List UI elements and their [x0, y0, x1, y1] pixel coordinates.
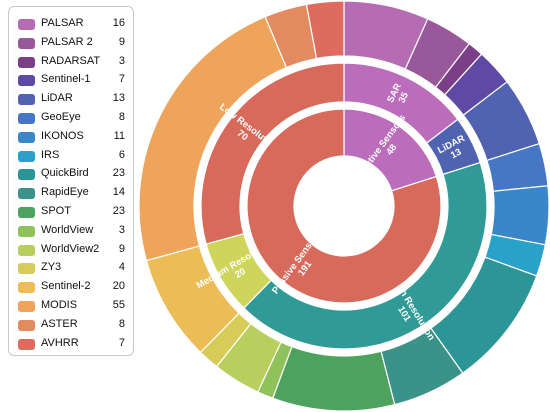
legend-swatch [18, 282, 35, 294]
legend-label: ZY3 [41, 261, 62, 274]
legend-item: GeoEye 8 [9, 109, 133, 129]
legend-item: LiDAR 13 [9, 90, 133, 110]
legend-item: ASTER 8 [9, 316, 133, 336]
legend-label: AVHRR [41, 336, 79, 349]
legend-value: 4 [118, 261, 125, 274]
legend-value: 8 [118, 111, 125, 123]
legend-swatch [18, 56, 35, 68]
legend-swatch [18, 113, 35, 124]
legend-label: QuickBird [41, 167, 89, 180]
legend-value: 23 [112, 167, 125, 180]
legend-swatch [18, 338, 35, 350]
legend-item: WorldView 3 [9, 222, 133, 242]
legend-swatch [18, 225, 35, 237]
legend-label: RapidEye [41, 186, 89, 199]
legend-label: LiDAR [41, 92, 73, 105]
legend-swatch [18, 131, 35, 143]
legend-swatch [18, 75, 35, 87]
legend-item: IRS 6 [9, 147, 133, 167]
legend-swatch [18, 319, 35, 331]
legend-item: MODIS 55 [9, 297, 133, 317]
legend-value: 11 [113, 129, 125, 142]
legend-label: PALSAR 2 [41, 35, 93, 48]
legend-item: PALSAR 2 9 [9, 34, 133, 54]
legend-item: RADARSAT 3 [9, 53, 133, 73]
legend-item: PALSAR 16 [9, 15, 133, 35]
legend-label: RADARSAT [41, 54, 101, 67]
legend-swatch [18, 188, 35, 200]
legend-value: 6 [118, 148, 125, 161]
legend-value: 20 [112, 280, 125, 293]
legend-label: WorldView2 [41, 242, 100, 255]
legend: PALSAR 16 PALSAR 2 9 RADARSAT 3 Sentinel-1 7 LiD… [8, 6, 134, 356]
legend-swatch [18, 301, 35, 312]
legend-value: 8 [118, 317, 125, 330]
legend-label: PALSAR [41, 17, 84, 29]
legend-label: ASTER [41, 317, 78, 330]
legend-item: QuickBird 23 [9, 165, 133, 185]
legend-label: IRS [41, 148, 60, 161]
legend-swatch [18, 94, 35, 106]
legend-item: Sentinel-2 20 [9, 278, 133, 298]
legend-value: 7 [118, 336, 125, 349]
legend-value: 16 [112, 17, 125, 29]
legend-value: 13 [112, 92, 125, 105]
legend-value: 3 [118, 223, 125, 236]
legend-swatch [18, 37, 35, 49]
outer-ring-segment [271, 345, 396, 412]
legend-value: 55 [112, 299, 125, 311]
legend-swatch [18, 19, 35, 30]
middle-ring-segment [200, 62, 345, 245]
legend-label: GeoEye [41, 111, 81, 123]
middle-ring-segment [243, 161, 488, 350]
legend-value: 14 [112, 186, 125, 199]
legend-item: RapidEye 14 [9, 184, 133, 204]
legend-swatch [18, 169, 35, 181]
legend-swatch [18, 150, 35, 162]
legend-value: 23 [112, 205, 125, 217]
legend-label: Sentinel-1 [41, 73, 91, 86]
legend-value: 9 [118, 242, 125, 255]
legend-value: 7 [118, 73, 125, 86]
legend-value: 9 [118, 35, 125, 48]
legend-item: IKONOS 11 [9, 128, 133, 148]
legend-item: WorldView2 9 [9, 241, 133, 261]
legend-label: WorldView [41, 223, 94, 236]
inner-ring-segment [246, 108, 442, 304]
legend-swatch [18, 263, 35, 275]
legend-label: IKONOS [41, 129, 84, 142]
outer-ring-segment [305, 0, 345, 60]
legend-item: AVHRR 7 [9, 335, 133, 355]
legend-label: Sentinel-2 [41, 280, 91, 293]
legend-swatch [18, 207, 35, 218]
legend-value: 3 [118, 54, 125, 67]
legend-item: SPOT 23 [9, 203, 133, 223]
legend-item: ZY3 4 [9, 259, 133, 279]
legend-label: MODIS [41, 299, 78, 311]
legend-label: SPOT [41, 205, 71, 217]
legend-item: Sentinel-1 7 [9, 71, 133, 91]
legend-swatch [18, 244, 35, 256]
